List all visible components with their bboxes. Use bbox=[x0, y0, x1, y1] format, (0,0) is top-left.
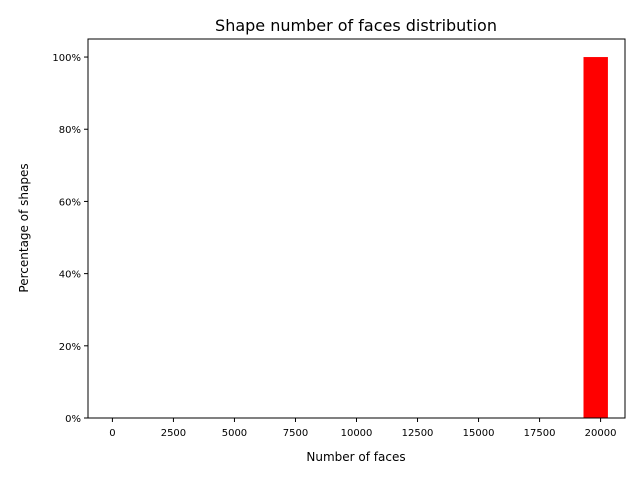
x-tick-label: 15000 bbox=[463, 428, 495, 439]
x-axis: 0 2500 5000 7500 10000 12500 15000 17500 20000 bbox=[109, 418, 616, 439]
y-axis-title: Percentage of shapes bbox=[17, 163, 31, 292]
y-tick-label: 0% bbox=[65, 414, 81, 425]
x-tick-label: 17500 bbox=[524, 428, 556, 439]
x-tick-label: 2500 bbox=[161, 428, 186, 439]
plot-frame bbox=[87, 38, 626, 419]
plot-area bbox=[583, 57, 608, 419]
x-tick-label: 5000 bbox=[222, 428, 247, 439]
x-axis-title: Number of faces bbox=[306, 450, 405, 464]
x-tick-label: 0 bbox=[109, 428, 115, 439]
y-tick-label: 80% bbox=[59, 125, 81, 136]
x-tick-label: 10000 bbox=[341, 428, 373, 439]
y-tick-label: 100% bbox=[52, 53, 81, 64]
chart-title: Shape number of faces distribution bbox=[215, 16, 497, 35]
y-tick-label: 60% bbox=[59, 197, 81, 208]
y-tick-label: 40% bbox=[59, 270, 81, 281]
bar-0 bbox=[583, 57, 608, 419]
y-axis: 0% 20% 40% 60% 80% 100% bbox=[52, 53, 88, 425]
x-tick-label: 12500 bbox=[402, 428, 434, 439]
y-tick-label: 20% bbox=[59, 342, 81, 353]
x-tick-label: 20000 bbox=[585, 428, 617, 439]
x-tick-label: 7500 bbox=[283, 428, 308, 439]
